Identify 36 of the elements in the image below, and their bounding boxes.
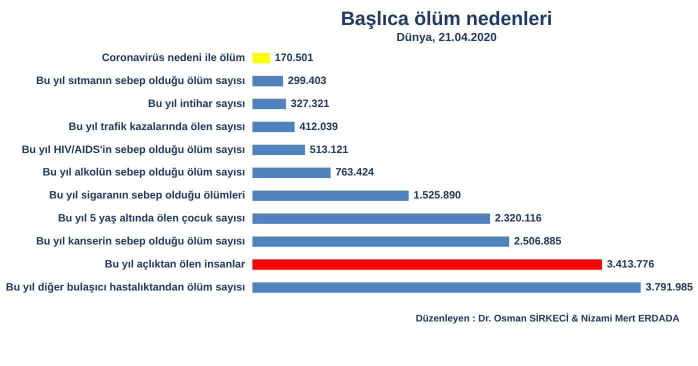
y-tick-label: Bu yıl açlıktan ölen insanlar xyxy=(104,258,246,271)
bar xyxy=(252,76,284,86)
data-label: 170.501 xyxy=(274,52,314,64)
y-tick-label: Bu yıl alkolün sebep olduğu ölüm sayısı xyxy=(42,166,246,179)
y-tick-label: Bu yıl intihar sayısı xyxy=(148,98,246,110)
bar xyxy=(252,122,295,132)
bar xyxy=(252,144,305,156)
text: Düzenleyen : Dr. Osman SİRKECİ & Nizami Mert ERDADA xyxy=(416,312,680,324)
y-tick-label: Bu yıl sıtmanın sebep olduğu ölüm sayısı xyxy=(36,74,246,87)
y-tick-label: Bu yıl sigaranın sebep olduğu ölümleri xyxy=(49,190,246,202)
y-tick-label: Coronavirüs nedeni ile ölüm xyxy=(102,52,246,64)
y-tick-label: Bu yıl diğer bulaşıcı hastalıktandan ölüm sayısı xyxy=(6,281,246,294)
bar xyxy=(252,52,270,64)
data-label: 3.791.985 xyxy=(646,281,694,294)
chart-subtitle: Dünya, 21.04.2020 xyxy=(396,30,497,44)
data-label: 299.403 xyxy=(288,74,327,87)
data-label: 2.506.885 xyxy=(514,236,562,248)
data-label: 763.424 xyxy=(335,166,374,179)
bar xyxy=(252,259,602,270)
bar xyxy=(252,236,510,247)
y-tick-label: Bu yıl trafik kazalarında ölen sayısı xyxy=(68,120,246,133)
y-tick-label: Bu yıl kanserin sebep olduğu ölüm sayısı xyxy=(36,236,246,248)
data-label: 2.320.116 xyxy=(494,212,542,225)
data-label: 412.039 xyxy=(299,120,338,133)
bar xyxy=(252,190,409,201)
y-tick-label: Bu yıl 5 yaş altında ölen çocuk sayısı xyxy=(58,212,246,225)
chart-title: Başlıca ölüm nedenleri xyxy=(340,8,552,30)
data-label: 3.413.776 xyxy=(606,258,654,271)
bar xyxy=(252,168,331,178)
data-label: 513.121 xyxy=(310,144,348,156)
bar xyxy=(252,98,286,110)
bar xyxy=(252,214,490,224)
data-label: 327.321 xyxy=(290,98,330,110)
bar xyxy=(252,282,641,293)
data-label: 1.525.890 xyxy=(414,190,461,202)
y-tick-label: Bu yıl HIV/AIDS'in sebep olduğu ölüm sayısı xyxy=(22,144,246,156)
